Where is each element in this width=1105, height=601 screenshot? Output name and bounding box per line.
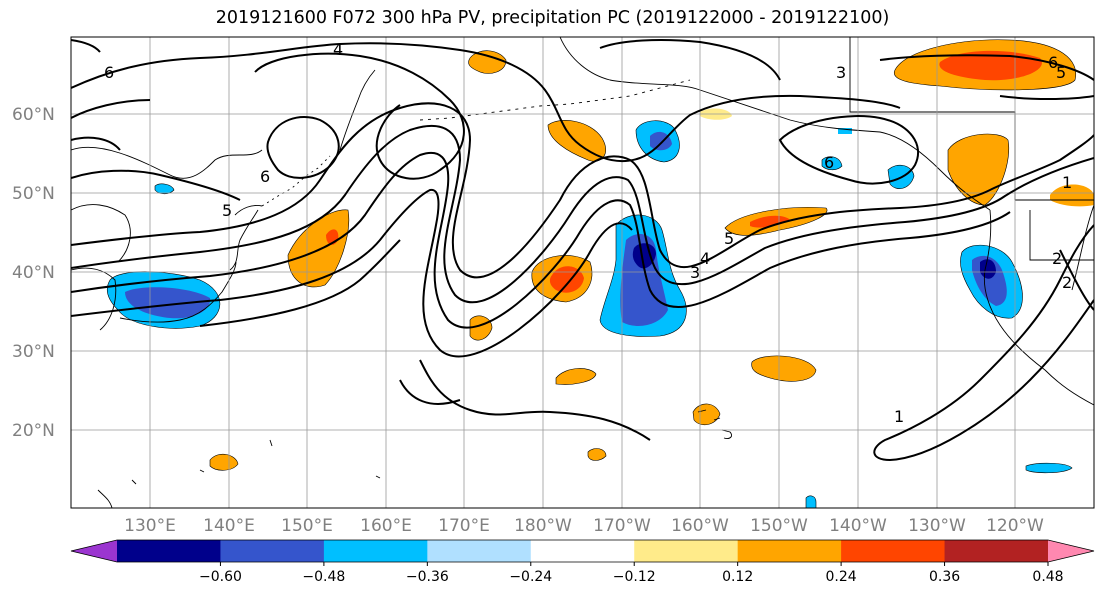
lon-label: 170°E — [438, 516, 490, 536]
colorbar-segment — [323, 540, 428, 562]
lat-label: 60°N — [12, 105, 55, 125]
colorbar-segment — [117, 540, 221, 562]
colorbar-extend-min — [71, 540, 117, 562]
lon-label: 160°W — [671, 516, 729, 536]
pv-label: 6 — [260, 167, 270, 186]
lat-label: 20°N — [12, 421, 55, 441]
lon-label: 140°E — [203, 516, 255, 536]
colorbar-outline — [70, 539, 1095, 563]
lon-label: 120°W — [986, 516, 1044, 536]
colorbar-extend-max — [1048, 540, 1094, 562]
lon-label: 130°W — [908, 516, 966, 536]
pv-label: 1 — [894, 407, 904, 426]
pv-label: 4 — [333, 40, 343, 59]
longitude-labels: 130°E 140°E 150°E 160°E 170°E 180°W 170°… — [124, 516, 1044, 536]
pv-label: 2 — [1062, 273, 1072, 292]
lon-label: 170°W — [593, 516, 651, 536]
colorbar-tick-label: −0.48 — [302, 569, 345, 585]
colorbar-tick-label: 0.24 — [826, 569, 857, 585]
colorbar-tick-label: 0.48 — [1032, 569, 1063, 585]
pv-contours — [71, 39, 1094, 462]
pv-label: 5 — [724, 229, 734, 248]
precip-positive-shading — [209, 39, 1094, 471]
colorbar-tick-label: 0.12 — [722, 569, 753, 585]
lon-label: 150°E — [281, 516, 333, 536]
lon-label: 180°W — [514, 516, 572, 536]
pv-label: 5 — [222, 201, 232, 220]
lon-label: 150°W — [750, 516, 808, 536]
colorbar-segment — [530, 540, 635, 562]
colorbar-segment — [737, 540, 842, 562]
pv-label: 3 — [836, 63, 846, 82]
pv-label: 6 — [824, 153, 834, 172]
pv-label: 4 — [700, 249, 710, 268]
lon-label: 160°E — [360, 516, 412, 536]
colorbar-tick-label: −0.12 — [613, 569, 656, 585]
lat-label: 30°N — [12, 342, 55, 362]
pv-label: 6 — [1048, 53, 1058, 72]
colorbar-tick-label: 0.36 — [929, 569, 960, 585]
colorbar-segment — [427, 540, 532, 562]
colorbar-segment — [944, 540, 1049, 562]
colorbar-segment — [220, 540, 325, 562]
map-title: 2019121600 F072 300 hPa PV, precipitatio… — [215, 8, 890, 28]
colorbar-tick-label: −0.36 — [406, 569, 449, 585]
colorbar: −0.60 −0.48 −0.36 −0.24 −0.12 0.12 0.24 0.36 0.4… — [70, 539, 1095, 585]
precip-negative-shading — [106, 120, 1073, 508]
map-content: 4 6 3 6 5 6 5 4 3 5 6 2 1 1 2 — [71, 37, 1094, 508]
colorbar-tick-label: −0.60 — [199, 569, 242, 585]
pv-label: 1 — [1062, 173, 1072, 192]
latitude-labels: 60°N 50°N 40°N 30°N 20°N — [12, 105, 55, 441]
pv-contour-labels: 4 6 3 6 5 6 5 4 3 5 6 2 1 1 2 — [104, 40, 1072, 426]
pv-label: 6 — [104, 63, 114, 82]
colorbar-tick-label: −0.24 — [509, 569, 552, 585]
lat-label: 40°N — [12, 263, 55, 283]
pv-label: 2 — [1052, 249, 1062, 268]
lat-label: 50°N — [12, 184, 55, 204]
coastlines — [71, 37, 1094, 508]
colorbar-segment — [634, 540, 739, 562]
colorbar-segment — [841, 540, 946, 562]
pv-label: 3 — [690, 263, 700, 282]
pv-label: 5 — [1056, 63, 1066, 82]
lon-label: 130°E — [124, 516, 176, 536]
lon-label: 140°W — [829, 516, 887, 536]
map-border — [70, 36, 1095, 509]
